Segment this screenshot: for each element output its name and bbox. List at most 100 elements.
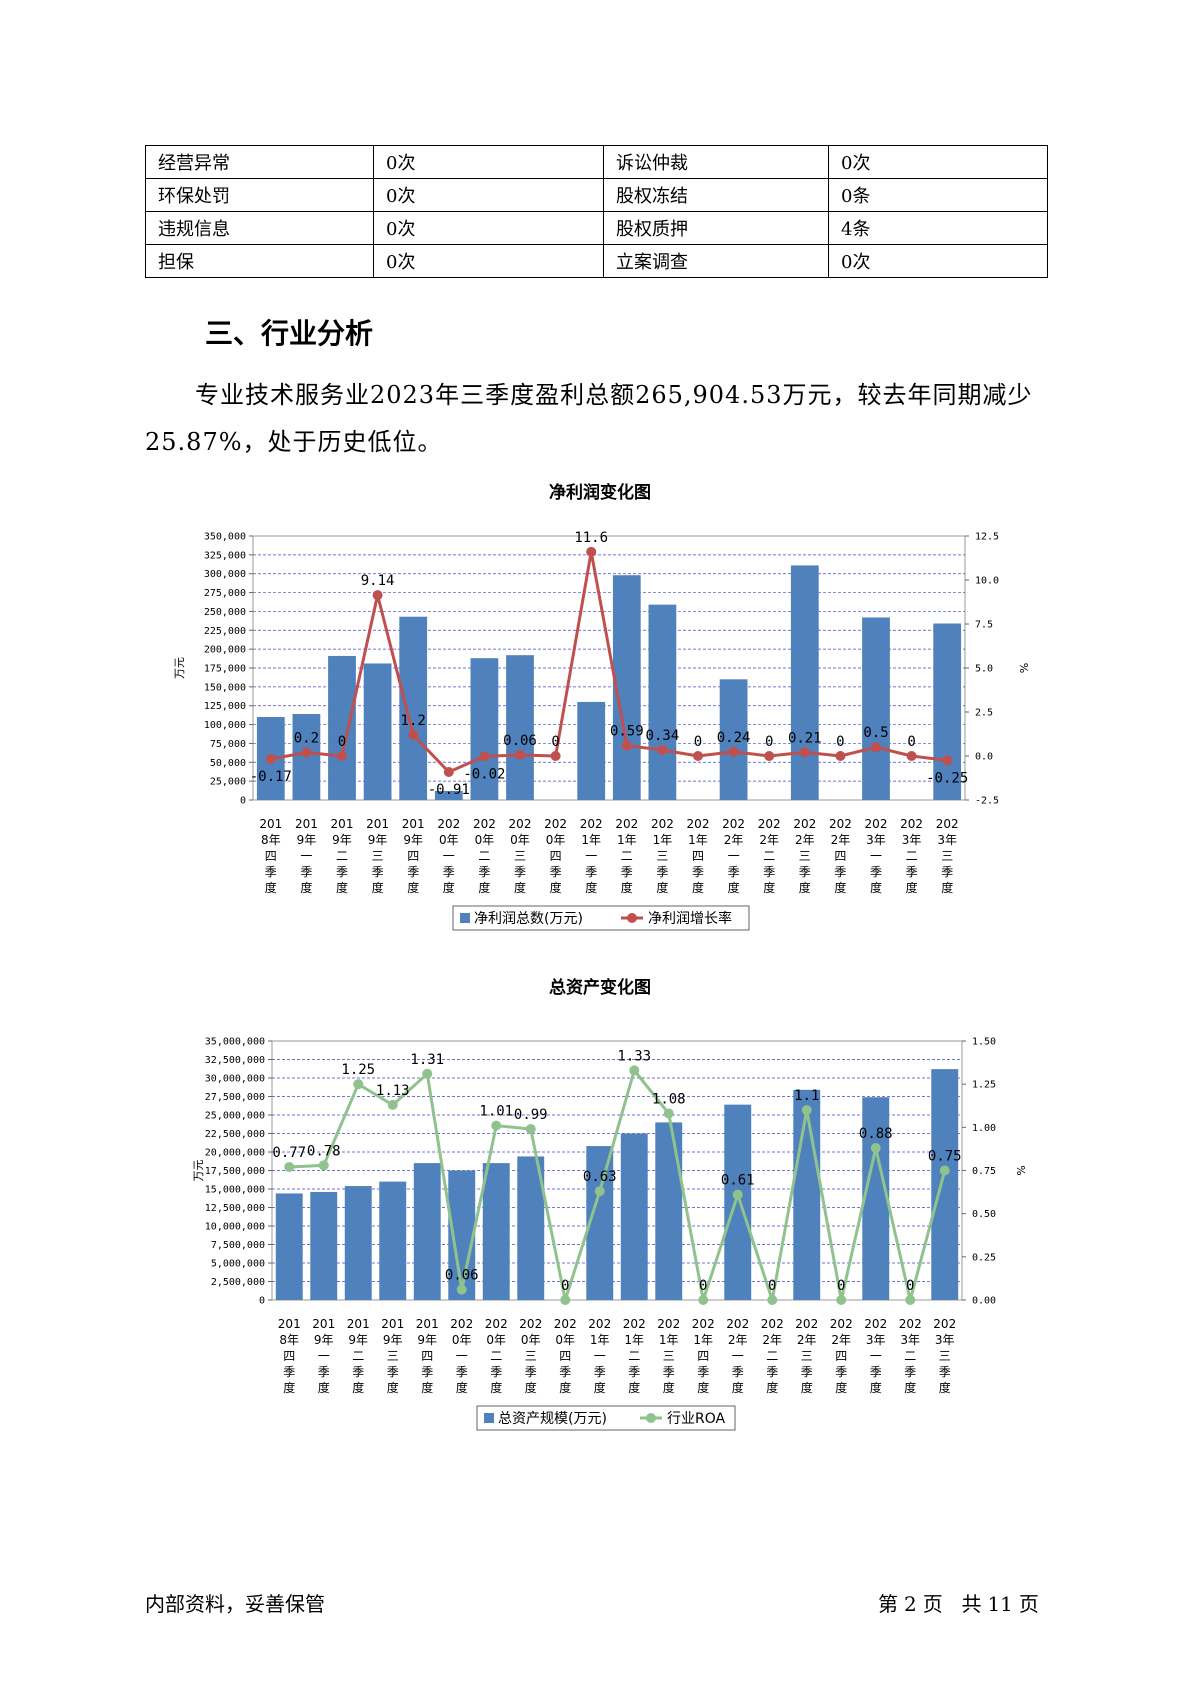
- x-tick-label: 201: [295, 817, 318, 831]
- bar: [577, 701, 606, 800]
- line-point: [871, 742, 881, 753]
- legend-line-marker: [627, 913, 637, 923]
- x-tick-label: 季: [621, 865, 633, 879]
- line-point: [764, 751, 775, 761]
- bar: [931, 1069, 959, 1300]
- x-tick-label: 一: [585, 849, 597, 863]
- y-axis-title: 万元: [192, 1160, 205, 1182]
- line-point: [799, 747, 810, 758]
- x-tick-label: 季: [834, 865, 846, 879]
- line-point: [550, 751, 561, 761]
- x-tick-label: 度: [799, 880, 811, 895]
- y-tick-label: 32,500,000: [205, 1055, 265, 1066]
- legend-frame: [476, 1405, 736, 1431]
- chart-title: 净利润变化图: [549, 482, 651, 503]
- data-label: 0.88: [859, 1126, 893, 1142]
- x-tick-label: 四: [697, 1349, 709, 1363]
- x-tick-label: 度: [478, 880, 490, 895]
- x-tick-label: 度: [656, 880, 668, 895]
- x-tick-label: 三: [663, 1349, 675, 1363]
- y2-tick-label: -2.5: [975, 796, 999, 807]
- x-tick-label: 202: [580, 817, 603, 831]
- x-tick-label: 0年: [555, 1333, 575, 1347]
- x-tick-label: 四: [559, 1349, 571, 1363]
- x-tick-label: 季: [490, 1365, 502, 1379]
- x-tick-label: 季: [456, 1365, 468, 1379]
- chart-legend: 净利润总数(万元) 净利润增长率: [452, 905, 750, 931]
- x-tick-label: 二: [478, 849, 490, 863]
- x-tick-label: 二: [490, 1349, 502, 1363]
- x-tick-label: 202: [623, 1317, 646, 1331]
- x-tick-label: 季: [628, 1365, 640, 1379]
- x-tick-label: 季: [265, 865, 277, 879]
- legend-line-marker: [646, 1413, 656, 1423]
- x-tick-label: 季: [732, 1365, 744, 1379]
- x-tick-label: 二: [904, 1349, 916, 1363]
- y-tick-label: 27,500,000: [205, 1092, 265, 1103]
- x-tick-label: 季: [421, 1365, 433, 1379]
- bar: [434, 790, 463, 800]
- x-tick-label: 202: [692, 1317, 715, 1331]
- line-point: [767, 1295, 778, 1305]
- legend-bar-swatch: [460, 913, 470, 923]
- y2-axis-title: %: [1014, 1165, 1027, 1175]
- x-tick-label: 二: [766, 1349, 778, 1363]
- x-tick-label: 季: [763, 865, 775, 879]
- x-tick-label: 202: [687, 817, 710, 831]
- line-point: [835, 751, 846, 761]
- x-tick-label: 3年: [900, 1333, 920, 1347]
- bar: [862, 617, 890, 800]
- line-point: [408, 729, 419, 740]
- x-tick-label: 202: [544, 817, 567, 831]
- data-label: 1.31: [410, 1052, 444, 1068]
- data-label: -0.02: [463, 766, 505, 782]
- x-tick-label: 202: [865, 817, 888, 831]
- x-tick-label: 201: [402, 817, 425, 831]
- x-tick-label: 季: [728, 865, 740, 879]
- y-tick-label: 7,500,000: [211, 1240, 265, 1251]
- x-tick-label: 季: [336, 865, 348, 879]
- table-cell: 0次: [373, 178, 604, 212]
- table-cell: 0次: [828, 145, 1048, 179]
- table-cell: 0次: [373, 145, 604, 179]
- y2-tick-label: 0.75: [972, 1166, 996, 1177]
- x-tick-label: 1年: [659, 1333, 679, 1347]
- x-tick-label: 二: [621, 849, 633, 863]
- x-tick-label: 201: [278, 1317, 301, 1331]
- x-tick-label: 度: [801, 1380, 813, 1395]
- y-tick-label: 350,000: [204, 532, 246, 543]
- x-tick-label: 2年: [831, 1333, 851, 1347]
- line-point: [560, 1295, 571, 1305]
- y-tick-label: 0: [240, 796, 246, 807]
- x-tick-label: 季: [318, 1365, 330, 1379]
- x-tick-label: 202: [657, 1317, 680, 1331]
- x-tick-label: 三: [387, 1349, 399, 1363]
- x-tick-label: 季: [801, 1365, 813, 1379]
- bar: [506, 655, 534, 800]
- x-tick-label: 度: [628, 1380, 640, 1395]
- chart-legend: 总资产规模(万元) 行业ROA: [476, 1405, 736, 1431]
- legend-label: 净利润增长率: [648, 910, 732, 927]
- line-point: [629, 1065, 640, 1076]
- line-point: [906, 751, 917, 761]
- x-tick-label: 度: [318, 1380, 330, 1395]
- x-tick-label: 季: [692, 865, 704, 879]
- x-tick-label: 四: [283, 1349, 295, 1363]
- data-label: 0: [768, 1278, 776, 1294]
- data-label: -0.91: [428, 782, 470, 798]
- data-label: 0.75: [928, 1149, 962, 1165]
- y-tick-label: 275,000: [204, 588, 246, 599]
- line-point: [443, 767, 454, 778]
- y2-tick-label: 10.0: [975, 576, 999, 587]
- y2-tick-label: 0.25: [972, 1252, 996, 1263]
- data-label: 0.2: [294, 730, 319, 746]
- y-tick-label: 25,000,000: [205, 1111, 265, 1122]
- data-label: 0: [836, 734, 844, 750]
- x-tick-label: 季: [594, 1365, 606, 1379]
- line-point: [515, 749, 525, 760]
- x-tick-label: 202: [450, 1317, 473, 1331]
- x-tick-label: 201: [416, 1317, 439, 1331]
- x-tick-label: 季: [372, 865, 384, 879]
- data-label: 0: [551, 734, 559, 750]
- table-cell: 担保: [145, 244, 374, 278]
